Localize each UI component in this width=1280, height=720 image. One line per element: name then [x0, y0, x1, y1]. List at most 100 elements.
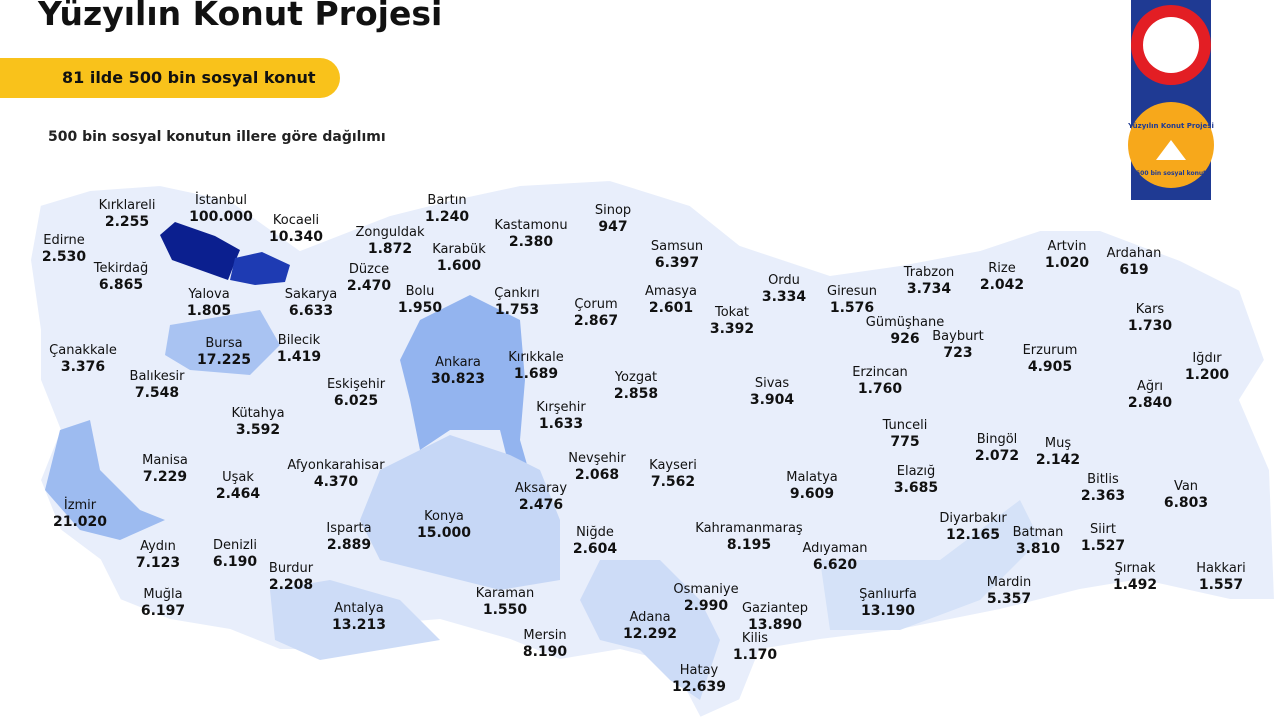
province-value: 2.530 — [41, 249, 87, 265]
province-value: 1.753 — [494, 302, 540, 318]
province-name: Çanakkale — [49, 343, 117, 358]
province-label: Gaziantep 13.890 — [742, 600, 808, 634]
province-label: Tokat 3.392 — [710, 304, 754, 338]
province-label: Karabük 1.600 — [432, 241, 486, 275]
province-name: Muş — [1044, 436, 1072, 451]
province-name: Kırklareli — [98, 198, 156, 213]
province-value: 4.370 — [313, 474, 359, 490]
province-value: 1.689 — [513, 366, 559, 382]
province-name: Sakarya — [284, 287, 338, 302]
province-label: Eskişehir 6.025 — [327, 376, 385, 410]
province-value: 2.990 — [683, 598, 729, 614]
province-value: 12.639 — [671, 679, 727, 695]
province-value: 1.872 — [367, 241, 413, 257]
province-label: Ordu 3.334 — [762, 272, 806, 306]
province-value: 3.592 — [235, 422, 281, 438]
province-name: Tunceli — [882, 418, 928, 433]
logo-house — [1156, 140, 1186, 160]
province-label: Kastamonu 2.380 — [494, 217, 567, 251]
province-label: İzmir 21.020 — [53, 497, 107, 531]
province-value: 2.068 — [574, 467, 620, 483]
province-label: Elazığ 3.685 — [894, 463, 938, 497]
province-label: Şırnak 1.492 — [1113, 560, 1157, 594]
province-name: Elazığ — [896, 464, 936, 479]
province-name: Gaziantep — [741, 601, 809, 616]
province-name: Batman — [1012, 525, 1064, 540]
province-value: 2.604 — [572, 541, 618, 557]
province-name: Zonguldak — [355, 225, 425, 240]
province-label: Hakkari 1.557 — [1196, 560, 1246, 594]
province-label: Amasya 2.601 — [645, 283, 697, 317]
province-name: Kocaeli — [272, 213, 320, 228]
province-value: 21.020 — [52, 514, 108, 530]
province-label: Yozgat 2.858 — [614, 369, 658, 403]
province-name: Tokat — [714, 305, 750, 320]
province-value: 1.633 — [538, 416, 584, 432]
province-label: Kırşehir 1.633 — [536, 399, 585, 433]
province-label: Burdur 2.208 — [269, 560, 313, 594]
province-name: İstanbul — [194, 193, 248, 208]
diyarbakir-urfa-region — [820, 500, 1040, 630]
province-value: 1.760 — [857, 381, 903, 397]
province-value: 1.240 — [424, 209, 470, 225]
province-name: Hatay — [679, 663, 719, 678]
province-name: Ardahan — [1106, 246, 1162, 261]
province-label: Adana 12.292 — [623, 609, 677, 643]
province-value: 3.810 — [1015, 541, 1061, 557]
province-value: 10.340 — [268, 229, 324, 245]
province-label: Van 6.803 — [1164, 478, 1208, 512]
province-label: Zonguldak 1.872 — [356, 224, 425, 258]
province-label: Bilecik 1.419 — [277, 332, 321, 366]
province-name: Siirt — [1090, 522, 1116, 537]
province-label: Kırklareli 2.255 — [99, 197, 156, 231]
province-name: Bingöl — [976, 432, 1018, 447]
province-label: Mardin 5.357 — [987, 574, 1031, 608]
province-label: Çorum 2.867 — [574, 296, 618, 330]
province-value: 1.557 — [1198, 577, 1244, 593]
province-label: Şanlıurfa 13.190 — [859, 586, 917, 620]
province-name: Rize — [988, 261, 1016, 276]
province-label: Kütahya 3.592 — [231, 405, 284, 439]
province-label: Çanakkale 3.376 — [49, 342, 117, 376]
province-name: Kırşehir — [536, 400, 586, 415]
province-name: Diyarbakır — [939, 511, 1007, 526]
province-value: 2.255 — [104, 214, 150, 230]
province-name: Van — [1173, 479, 1199, 494]
province-value: 6.620 — [812, 557, 858, 573]
province-value: 1.576 — [829, 300, 875, 316]
province-name: Antalya — [334, 601, 384, 616]
province-label: Aksaray 2.476 — [515, 480, 567, 514]
province-value: 3.376 — [60, 359, 106, 375]
province-name: Ağrı — [1136, 379, 1164, 394]
province-value: 6.025 — [333, 393, 379, 409]
province-label: Hatay 12.639 — [672, 662, 726, 696]
province-name: Sivas — [754, 376, 790, 391]
logo-subtitle: 500 bin sosyal konut — [1136, 170, 1206, 177]
province-name: Manisa — [142, 453, 188, 468]
province-value: 3.392 — [709, 321, 755, 337]
province-label: İstanbul 100.000 — [189, 192, 253, 226]
province-value: 6.197 — [140, 603, 186, 619]
province-name: Ankara — [435, 355, 481, 370]
province-label: Ankara 30.823 — [431, 354, 485, 388]
province-name: Konya — [424, 509, 464, 524]
province-value: 2.208 — [268, 577, 314, 593]
province-value: 3.334 — [761, 289, 807, 305]
province-label: Tekirdağ 6.865 — [94, 260, 148, 294]
province-name: Osmaniye — [673, 582, 739, 597]
province-value: 7.562 — [650, 474, 696, 490]
province-value: 3.734 — [906, 281, 952, 297]
province-name: Kars — [1135, 302, 1165, 317]
province-name: Balıkesir — [129, 369, 185, 384]
province-value: 619 — [1119, 262, 1149, 278]
province-label: Erzincan 1.760 — [852, 364, 908, 398]
province-name: Eskişehir — [326, 377, 386, 392]
province-value: 3.904 — [749, 392, 795, 408]
province-value: 15.000 — [416, 525, 472, 541]
badge-text: 81 ilde 500 bin sosyal konut — [62, 68, 316, 87]
province-label: Edirne 2.530 — [42, 232, 86, 266]
province-label: Trabzon 3.734 — [904, 264, 955, 298]
province-name: Yozgat — [614, 370, 658, 385]
province-value: 8.195 — [726, 537, 772, 553]
province-value: 926 — [890, 331, 920, 347]
